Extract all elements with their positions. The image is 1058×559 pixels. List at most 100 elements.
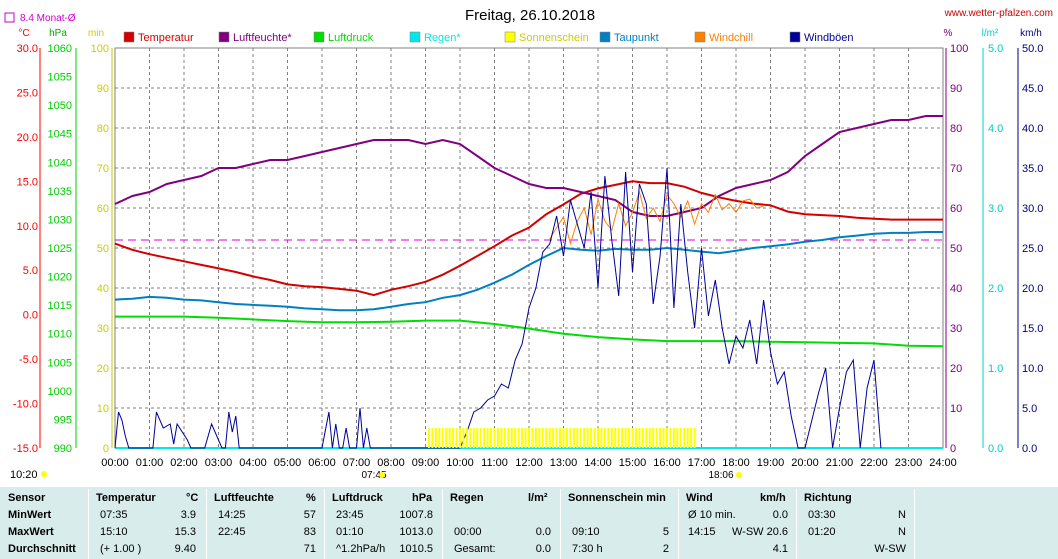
wind-tick-label: 0.0 (1022, 443, 1037, 455)
wind-tick-label: 25.0 (1022, 243, 1043, 255)
legend-swatch (694, 31, 706, 43)
header-wind-unit: km/h (760, 492, 786, 504)
stat-cell: Gesamt: (454, 543, 496, 555)
x-tick-label: 12:00 (515, 457, 543, 469)
header-wind: Wind (686, 492, 713, 504)
x-tick-label: 09:00 (412, 457, 440, 469)
header-humidity-unit: % (306, 492, 316, 504)
temp-tick-label: 10.0 (17, 221, 38, 233)
header-sensor: Sensor (8, 492, 46, 504)
legend-label: Temperatur (138, 32, 194, 44)
unit-wind: km/h (1020, 28, 1042, 39)
unit-pressure: hPa (49, 28, 67, 39)
legend-swatch (599, 31, 611, 43)
x-tick-label: 18:00 (722, 457, 750, 469)
pressure-tick-label: 995 (54, 414, 72, 426)
header-temperature: Temperatur (96, 492, 156, 504)
x-tick-label: 03:00 (205, 457, 233, 469)
sunshine-tick-label: 80 (97, 123, 109, 135)
stat-row-label: Durchschnitt (8, 543, 76, 555)
stat-cell: 57 (303, 509, 316, 521)
stat-row-label: MaxWert (8, 526, 54, 538)
sunrise-icon (379, 472, 385, 478)
header-direction: Richtung (804, 492, 852, 504)
humidity-tick-label: 50 (950, 243, 962, 255)
wind-tick-label: 30.0 (1022, 203, 1043, 215)
stat-cell: 1010.5 (399, 543, 433, 555)
sunshine-tick-label: 50 (97, 243, 109, 255)
chart-legend: Temperatur Luftfeuchte* Luftdruck Regen* Son… (123, 31, 854, 44)
x-tick-label: 10:00 (446, 457, 474, 469)
rain-tick-label: 3.0 (988, 203, 1003, 215)
legend-label: Regen* (424, 32, 461, 44)
weather-chart: 00:00 01:00 02:00 03:00 04:00 05:00 06:00 07:00… (4, 7, 1053, 481)
pressure-tick-label: 1015 (48, 300, 72, 312)
temp-tick-label: 20.0 (17, 132, 38, 144)
sunshine-tick-label: 10 (97, 403, 109, 415)
sunshine-tick-label: 70 (97, 163, 109, 175)
statistics-table: Sensor Temperatur °C Luftfeuchte % Luftd… (0, 487, 1058, 559)
legend-swatch (218, 31, 230, 43)
pressure-tick-label: 1040 (48, 157, 72, 169)
stat-cell: Ø 10 min. (688, 509, 736, 521)
stat-cell: 9.40 (174, 543, 196, 555)
x-tick-label: 21:00 (826, 457, 854, 469)
stat-cell: 14:15 (688, 526, 716, 538)
humidity-tick-label: 20 (950, 363, 962, 375)
stat-cell: 22:45 (218, 526, 246, 538)
legend-label: Windchill (709, 32, 753, 44)
stat-cell: ^1.2hPa/h (336, 543, 386, 555)
header-humidity: Luftfeuchte (214, 492, 274, 504)
website-link[interactable]: www.wetter-pfalzen.com (944, 8, 1053, 19)
stat-cell: 71 (303, 543, 316, 555)
temp-tick-label: -15.0 (13, 443, 38, 455)
x-tick-label: 02:00 (170, 457, 198, 469)
sunshine-tick-label: 100 (91, 43, 109, 55)
unit-rain: l/m² (982, 28, 999, 39)
legend-label: Luftdruck (328, 32, 374, 44)
sunshine-tick-label: 40 (97, 283, 109, 295)
sunset-time: 18:06 (708, 470, 733, 481)
header-sunshine: Sonnenschein min (568, 492, 666, 504)
series-taupunkt (114, 231, 943, 312)
legend-label: Sonnenschein (519, 32, 589, 44)
chart-series (114, 115, 944, 449)
legend-label: Luftfeuchte* (233, 32, 292, 44)
sunshine-tick-label: 90 (97, 83, 109, 95)
stat-cell: 01:20 (808, 526, 836, 538)
x-tick-label: 16:00 (653, 457, 681, 469)
x-tick-label: 17:00 (688, 457, 716, 469)
x-tick-label: 14:00 (584, 457, 612, 469)
x-tick-label: 07:00 (343, 457, 371, 469)
x-tick-label: 19:00 (757, 457, 785, 469)
stat-cell: 2 (662, 543, 669, 555)
x-tick-label: 22:00 (860, 457, 888, 469)
temp-tick-label: 15.0 (17, 176, 38, 188)
pressure-tick-label: 1030 (48, 214, 72, 226)
stat-cell: N (898, 526, 906, 538)
humidity-tick-label: 40 (950, 283, 962, 295)
pressure-tick-label: 1005 (48, 357, 72, 369)
humidity-tick-label: 30 (950, 323, 962, 335)
sun-icon (41, 471, 47, 477)
wind-tick-label: 5.0 (1022, 403, 1037, 415)
stat-cell: 0.0 (535, 543, 551, 555)
chart-axes: 00:00 01:00 02:00 03:00 04:00 05:00 06:00 07:00… (13, 43, 1044, 469)
sunshine-tick-label: 0 (103, 443, 109, 455)
x-tick-label: 24:00 (929, 457, 957, 469)
current-time: 10:20 (10, 469, 38, 481)
stat-cell: 0.0 (535, 526, 551, 538)
stat-cell: 5 (662, 526, 669, 538)
rain-tick-label: 2.0 (988, 283, 1003, 295)
unit-percent: % (944, 28, 953, 39)
stat-cell: 03:30 (808, 509, 836, 521)
temp-tick-label: 25.0 (17, 87, 38, 99)
x-tick-label: 11:00 (481, 457, 508, 469)
stat-cell: 3.9 (180, 509, 196, 521)
stat-cell: 1007.8 (399, 509, 433, 521)
sunshine-tick-label: 60 (97, 203, 109, 215)
stat-cell: 09:10 (572, 526, 600, 538)
rain-tick-label: 5.0 (988, 43, 1003, 55)
stat-cell: W-SW (874, 543, 906, 555)
rain-tick-label: 4.0 (988, 123, 1003, 135)
